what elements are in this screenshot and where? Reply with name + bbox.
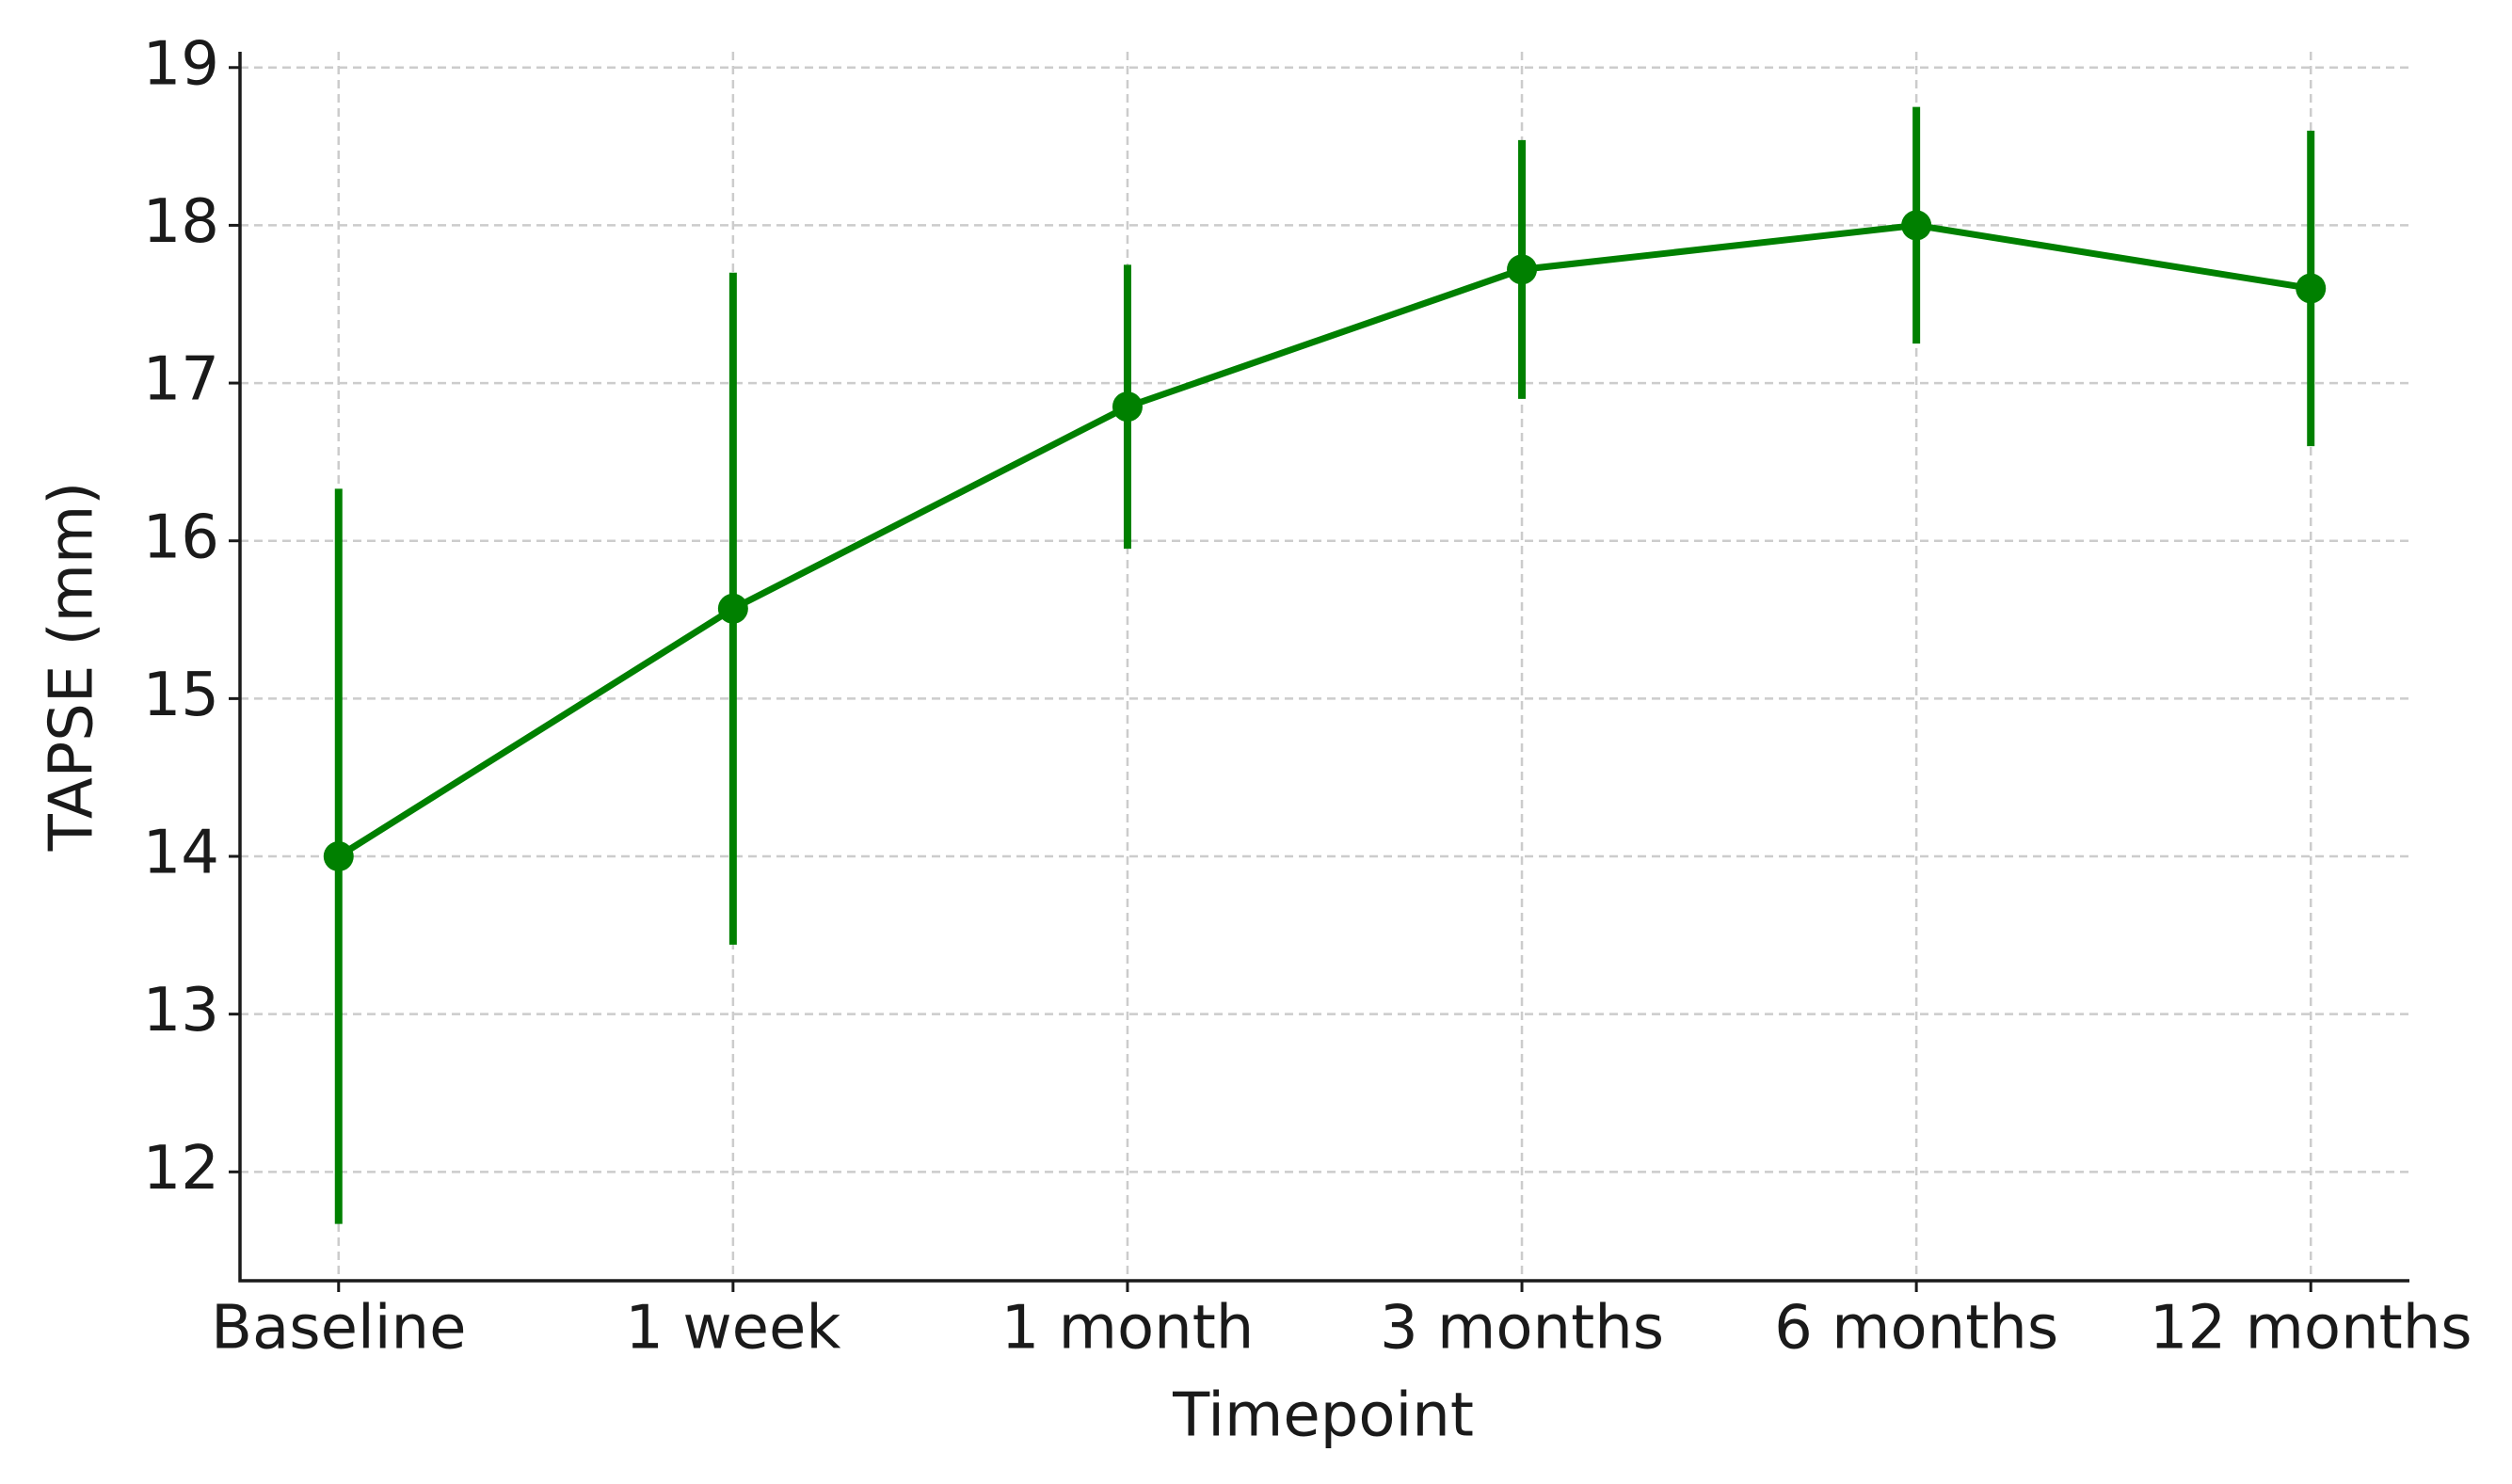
y-axis-label: TAPSE (mm)	[38, 482, 107, 853]
marker	[323, 841, 354, 872]
x-axis-label: Timepoint	[1172, 1381, 1474, 1451]
y-tick-label: 18	[143, 187, 219, 257]
marker	[717, 593, 748, 624]
x-tick-label: 6 months	[1774, 1294, 2058, 1364]
x-tick-label: 1 month	[1001, 1294, 1255, 1364]
y-tick-label: 19	[143, 29, 219, 99]
y-tick-label: 15	[143, 661, 219, 730]
marker	[2296, 273, 2327, 304]
x-tick-label: 3 months	[1380, 1294, 1664, 1364]
axes	[238, 52, 2409, 1283]
x-tick-label: Baseline	[211, 1294, 466, 1364]
x-tick-label: 1 week	[625, 1294, 840, 1364]
marker	[1112, 391, 1143, 423]
y-tick-label: 17	[143, 345, 219, 415]
y-tick-label: 13	[143, 976, 219, 1045]
x-tick-label: 12 months	[2150, 1294, 2472, 1364]
y-tick-label: 16	[143, 503, 219, 572]
y-tick-label: 14	[143, 819, 219, 888]
marker	[1507, 254, 1538, 285]
y-tick-label: 12	[143, 1134, 219, 1204]
line	[336, 221, 2312, 859]
marker	[1901, 210, 1932, 241]
